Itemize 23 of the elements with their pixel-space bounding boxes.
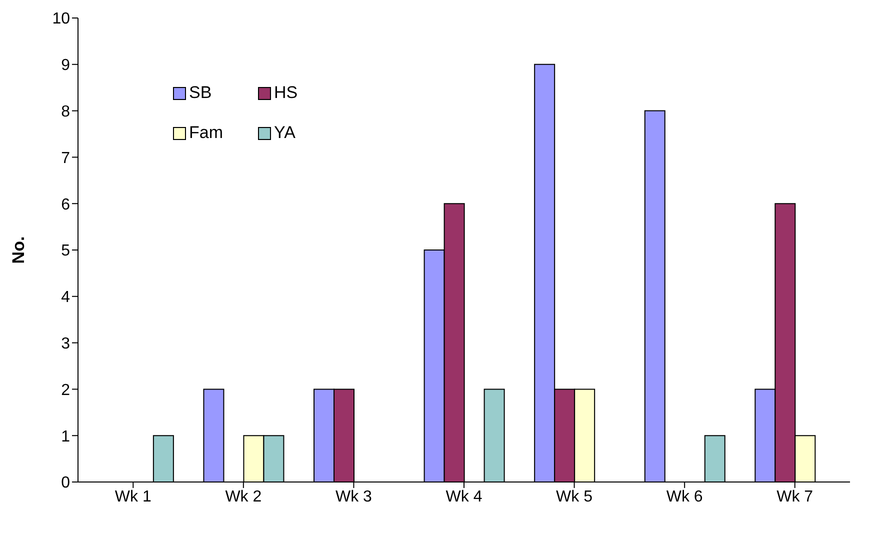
y-tick-label: 7 <box>61 150 70 167</box>
y-tick-label: 2 <box>61 382 70 399</box>
x-tick-label: Wk 4 <box>446 488 482 506</box>
y-tick-label: 6 <box>61 196 70 214</box>
legend-label: Fam <box>189 123 223 143</box>
y-tick-label: 9 <box>61 57 70 74</box>
y-tick-label: 0 <box>61 474 70 492</box>
x-tick-label: Wk 3 <box>335 488 372 506</box>
x-tick-label: Wk 6 <box>666 488 703 506</box>
legend-label: HS <box>274 83 298 103</box>
y-axis-title: No. <box>9 236 28 264</box>
y-tick-label: 8 <box>61 103 70 120</box>
y-tick-label: 5 <box>61 242 70 260</box>
x-tick-label: Wk 7 <box>776 488 814 506</box>
y-tick-label: 3 <box>61 335 70 352</box>
x-tick-label: Wk 2 <box>225 488 262 506</box>
x-tick-label: Wk 1 <box>114 488 152 506</box>
legend-label: SB <box>189 83 212 103</box>
legend-label: YA <box>274 123 296 143</box>
y-tick-label: 1 <box>61 428 70 446</box>
y-tick-label: 4 <box>61 289 70 306</box>
x-tick-label: Wk 5 <box>556 488 593 506</box>
y-tick-label: 10 <box>52 10 70 28</box>
